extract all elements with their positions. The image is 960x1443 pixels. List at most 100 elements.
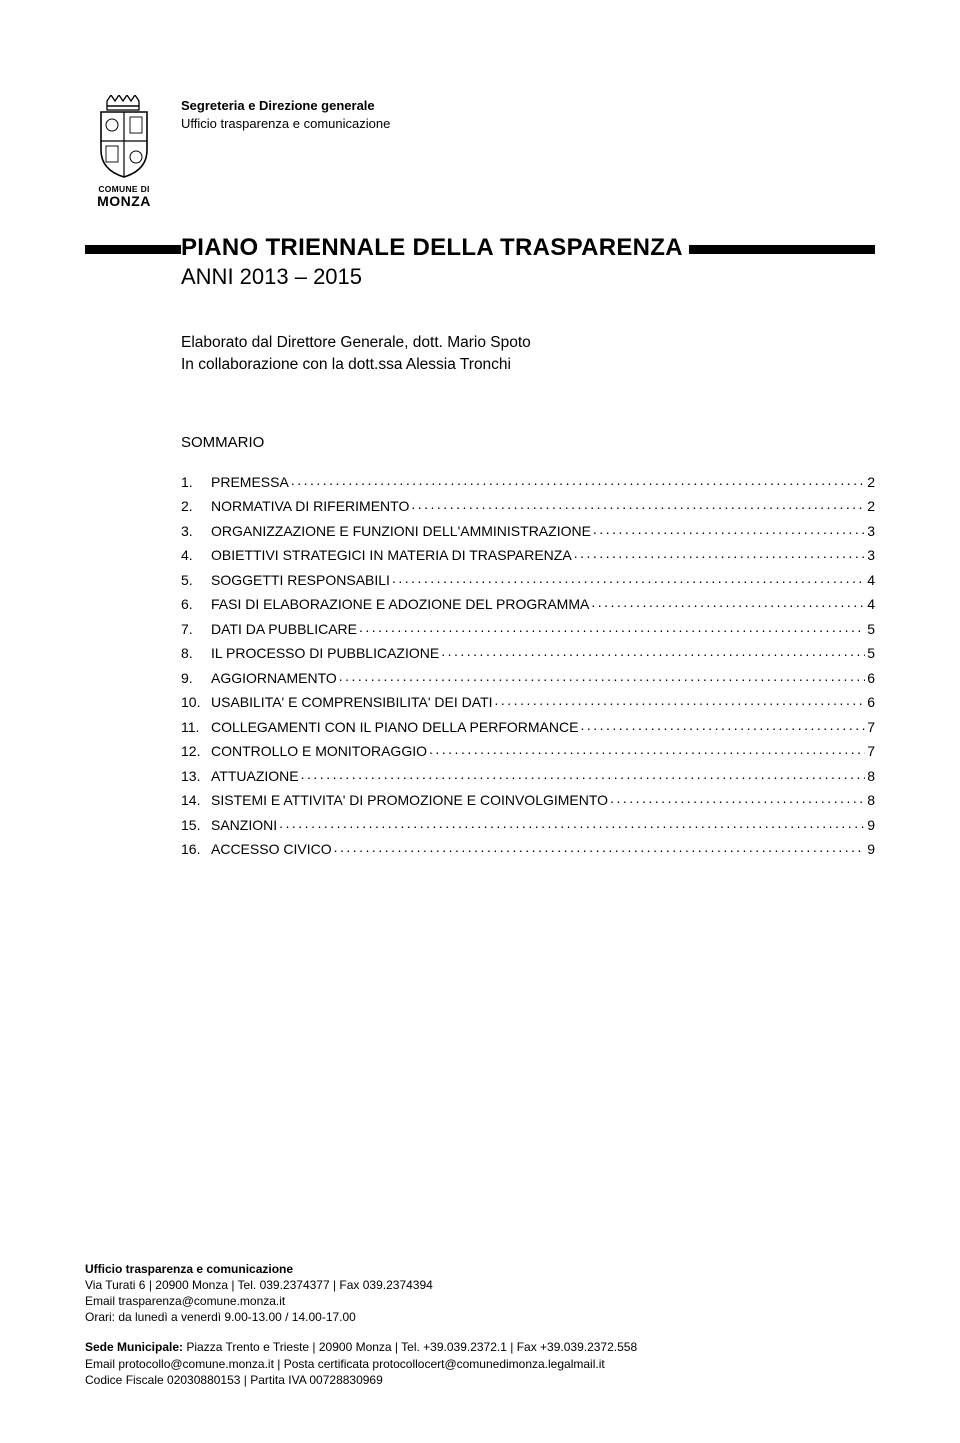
author-line1: Elaborato dal Direttore Generale, dott. … (181, 332, 875, 354)
toc-label: ORGANIZZAZIONE E FUNZIONI DELL'AMMINISTR… (211, 524, 593, 538)
content-area: Elaborato dal Direttore Generale, dott. … (181, 332, 875, 856)
toc-leader (279, 816, 865, 830)
toc-label: CONTROLLO E MONITORAGGIO (211, 744, 429, 758)
toc-leader (495, 693, 866, 707)
toc-label: FASI DI ELABORAZIONE E ADOZIONE DEL PROG… (211, 597, 591, 611)
toc-page: 3 (865, 548, 875, 562)
toc-number: 16. (181, 842, 211, 856)
crest-icon (89, 95, 159, 183)
toc-number: 14. (181, 793, 211, 807)
toc-number: 1. (181, 475, 211, 489)
toc-leader (580, 718, 865, 732)
footer-hours: Orari: da lunedì a venerdì 9.00-13.00 / … (85, 1309, 875, 1325)
header-text: Segreteria e Direzione generale Ufficio … (181, 95, 390, 132)
toc-page: 5 (865, 646, 875, 660)
crest-label-name: MONZA (85, 194, 163, 208)
toc-page: 4 (865, 597, 875, 611)
toc-number: 13. (181, 769, 211, 783)
toc-label: ACCESSO CIVICO (211, 842, 334, 856)
toc-row: 2.NORMATIVA DI RIFERIMENTO 2 (181, 497, 875, 513)
toc-leader (429, 742, 865, 756)
footer-block-2: Sede Municipale: Piazza Trento e Trieste… (85, 1339, 875, 1388)
footer-address: Via Turati 6 | 20900 Monza | Tel. 039.23… (85, 1277, 875, 1293)
toc-row: 9.AGGIORNAMENTO 6 (181, 669, 875, 685)
toc-page: 7 (865, 744, 875, 758)
toc-label: AGGIORNAMENTO (211, 671, 339, 685)
toc-number: 11. (181, 720, 211, 734)
toc-page: 9 (865, 818, 875, 832)
toc-leader (441, 644, 865, 658)
toc-row: 8.IL PROCESSO DI PUBBLICAZIONE 5 (181, 644, 875, 660)
toc-label: OBIETTIVI STRATEGICI IN MATERIA DI TRASP… (211, 548, 574, 562)
toc-page: 4 (865, 573, 875, 587)
toc-number: 8. (181, 646, 211, 660)
document-page: COMUNE DI MONZA Segreteria e Direzione g… (0, 0, 960, 1443)
toc-leader (591, 595, 865, 609)
toc-page: 6 (865, 671, 875, 685)
footer-codici: Codice Fiscale 02030880153 | Partita IVA… (85, 1372, 875, 1388)
toc-number: 9. (181, 671, 211, 685)
toc-leader (291, 473, 865, 487)
toc-label: SISTEMI E ATTIVITA' DI PROMOZIONE E COIN… (211, 793, 610, 807)
page-footer: Ufficio trasparenza e comunicazione Via … (85, 1261, 875, 1388)
toc-row: 12.CONTROLLO E MONITORAGGIO 7 (181, 742, 875, 758)
toc-number: 12. (181, 744, 211, 758)
footer-sede: Sede Municipale: Piazza Trento e Trieste… (85, 1339, 875, 1355)
footer-office: Ufficio trasparenza e comunicazione (85, 1261, 875, 1277)
toc-number: 3. (181, 524, 211, 538)
office-name: Ufficio trasparenza e comunicazione (181, 115, 390, 133)
toc-number: 5. (181, 573, 211, 587)
toc-number: 15. (181, 818, 211, 832)
toc-row: 3.ORGANIZZAZIONE E FUNZIONI DELL'AMMINIS… (181, 522, 875, 538)
toc-row: 5.SOGGETTI RESPONSABILI 4 (181, 571, 875, 587)
toc-number: 10. (181, 695, 211, 709)
toc-row: 10.USABILITA' E COMPRENSIBILITA' DEI DAT… (181, 693, 875, 709)
municipal-crest: COMUNE DI MONZA (85, 95, 163, 208)
toc-label: IL PROCESSO DI PUBBLICAZIONE (211, 646, 441, 660)
toc-page: 3 (865, 524, 875, 538)
toc-leader (411, 497, 865, 511)
toc-row: 14.SISTEMI E ATTIVITA' DI PROMOZIONE E C… (181, 791, 875, 807)
toc-page: 7 (865, 720, 875, 734)
title-block: PIANO TRIENNALE DELLA TRASPARENZA ANNI 2… (181, 236, 875, 290)
toc-label: SOGGETTI RESPONSABILI (211, 573, 392, 587)
toc-row: 11.COLLEGAMENTI CON IL PIANO DELLA PERFO… (181, 718, 875, 734)
toc-leader (339, 669, 865, 683)
page-header: COMUNE DI MONZA Segreteria e Direzione g… (85, 95, 875, 208)
toc-leader (359, 620, 865, 634)
toc-page: 6 (865, 695, 875, 709)
toc-page: 2 (865, 475, 875, 489)
footer-email2: Email protocollo@comune.monza.it | Posta… (85, 1356, 875, 1372)
toc-row: 1.PREMESSA2 (181, 473, 875, 489)
toc-number: 2. (181, 499, 211, 513)
document-subtitle: ANNI 2013 – 2015 (181, 264, 875, 290)
toc-leader (392, 571, 865, 585)
toc-page: 2 (865, 499, 875, 513)
toc-page: 9 (865, 842, 875, 856)
department-name: Segreteria e Direzione generale (181, 97, 390, 115)
toc-leader (574, 546, 866, 560)
footer-block-1: Ufficio trasparenza e comunicazione Via … (85, 1261, 875, 1326)
toc-label: NORMATIVA DI RIFERIMENTO (211, 499, 411, 513)
toc-leader (301, 767, 866, 781)
toc-number: 4. (181, 548, 211, 562)
toc-label: COLLEGAMENTI CON IL PIANO DELLA PERFORMA… (211, 720, 580, 734)
footer-email: Email trasparenza@comune.monza.it (85, 1293, 875, 1309)
author-line2: In collaborazione con la dott.ssa Alessi… (181, 354, 875, 376)
toc-label: SANZIONI (211, 818, 279, 832)
toc-heading: SOMMARIO (181, 434, 875, 451)
toc-row: 4.OBIETTIVI STRATEGICI IN MATERIA DI TRA… (181, 546, 875, 562)
toc-page: 8 (865, 793, 875, 807)
toc-label: ATTUAZIONE (211, 769, 301, 783)
toc-leader (610, 791, 865, 805)
toc-label: USABILITA' E COMPRENSIBILITA' DEI DATI (211, 695, 495, 709)
title-rule-right (687, 245, 875, 254)
toc-row: 13.ATTUAZIONE 8 (181, 767, 875, 783)
toc-page: 8 (865, 769, 875, 783)
toc-row: 15.SANZIONI 9 (181, 816, 875, 832)
toc-number: 7. (181, 622, 211, 636)
toc-row: 16.ACCESSO CIVICO 9 (181, 840, 875, 856)
author-block: Elaborato dal Direttore Generale, dott. … (181, 332, 875, 375)
title-rule-left (85, 245, 181, 254)
toc-row: 7.DATI DA PUBBLICARE5 (181, 620, 875, 636)
